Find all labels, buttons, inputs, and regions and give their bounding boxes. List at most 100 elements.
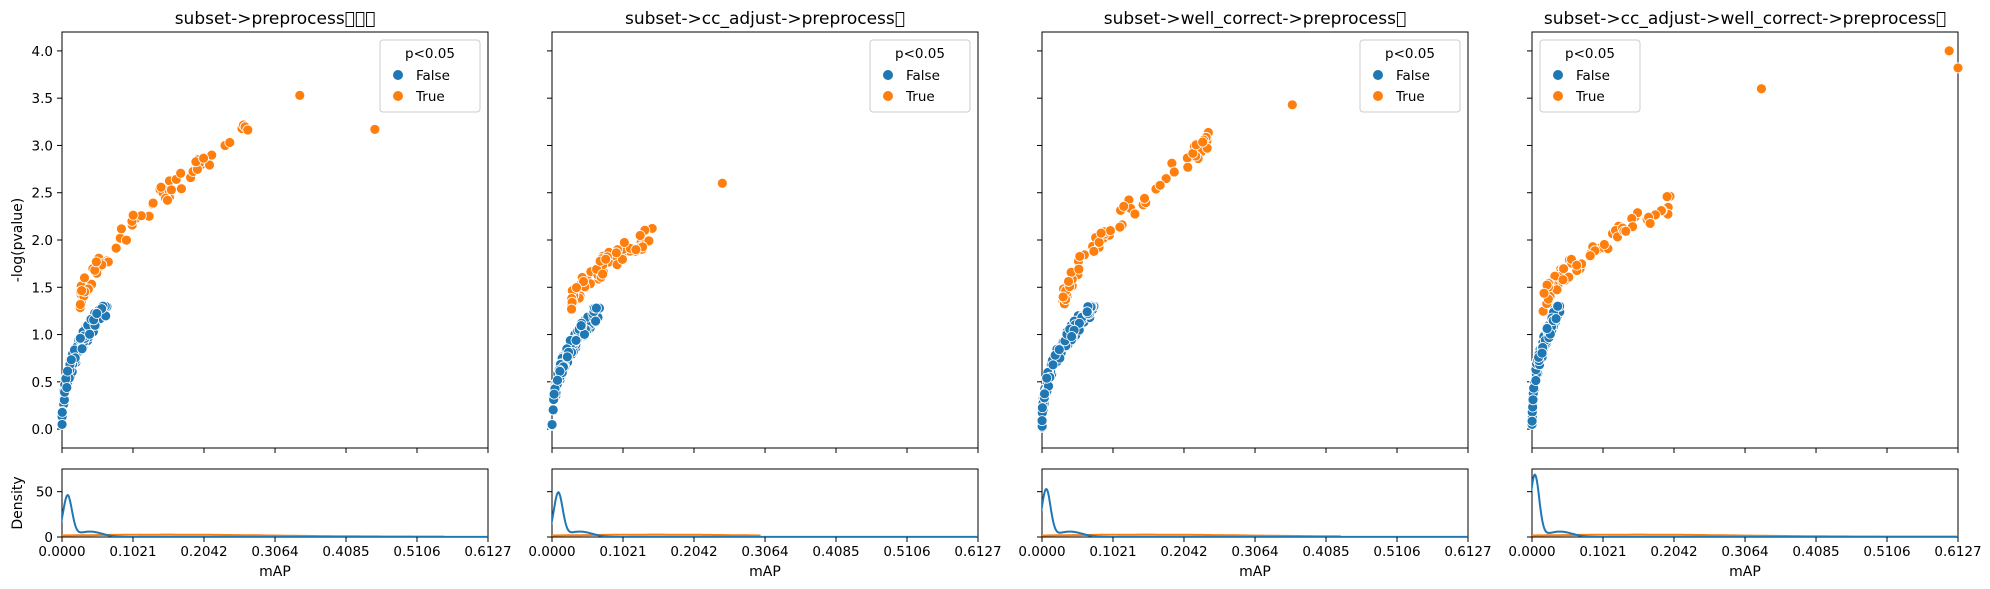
density-x-tick-label: 0.3064	[1721, 544, 1768, 560]
false-point	[1536, 347, 1548, 359]
legend-label: True	[905, 89, 935, 105]
true-point	[147, 197, 159, 209]
false-point	[547, 404, 559, 416]
legend-label: False	[1576, 68, 1610, 84]
density-axes-frame	[1041, 468, 1469, 538]
density-x-tick-label: 0.6127	[464, 544, 511, 560]
density-x-tick-label: 0.0000	[38, 544, 85, 560]
density-axes-frame	[61, 468, 489, 538]
true-point	[1093, 236, 1105, 248]
false-point	[561, 351, 573, 363]
legend: p<0.05 False True	[379, 39, 481, 113]
scatter-points	[56, 89, 381, 430]
density-x-tick-label: 0.2042	[1650, 544, 1697, 560]
true-point	[1182, 161, 1194, 173]
false-point	[546, 419, 558, 430]
true-point	[1095, 227, 1107, 239]
y-tick-label: 3.0	[32, 138, 53, 154]
x-axis-label: mAP	[1729, 564, 1761, 580]
true-point	[1557, 274, 1569, 286]
density-x-tick-label: 0.4085	[1302, 544, 1349, 560]
true-point	[1952, 62, 1964, 74]
x-axis-label: mAP	[259, 564, 291, 580]
y-tick-label: 2.5	[32, 186, 53, 202]
density-y-tick-label: 50	[36, 485, 53, 501]
legend-label: True	[415, 89, 445, 105]
false-point	[1530, 375, 1542, 386]
density-x-tick-label: 0.4085	[812, 544, 859, 560]
true-point	[618, 237, 630, 248]
scatter-points	[1036, 99, 1298, 433]
density-curves	[1042, 487, 1468, 537]
density-x-tick-label: 0.3064	[251, 544, 298, 560]
false-point	[548, 388, 560, 400]
true-point	[634, 230, 646, 241]
true-point	[1756, 83, 1767, 95]
true-point	[110, 242, 122, 254]
density-false-curve	[62, 493, 142, 537]
true-point	[1620, 225, 1632, 237]
legend: p<0.05 False True	[1539, 39, 1641, 113]
density-false-curve	[552, 491, 632, 537]
legend-title: p<0.05	[1385, 46, 1435, 62]
true-point	[116, 223, 127, 235]
legend-marker	[883, 70, 893, 80]
panel-4: subset->cc_adjust->well_correct->preproc…	[1508, 9, 1981, 580]
true-point	[617, 254, 628, 265]
legend: p<0.05 False True	[869, 39, 971, 113]
false-point	[1047, 359, 1059, 371]
false-point	[575, 320, 587, 332]
density-y-tick-label: 0	[44, 530, 53, 546]
true-point	[121, 234, 132, 246]
true-point	[162, 194, 173, 206]
density-curves	[1532, 473, 1958, 537]
legend-title: p<0.05	[1565, 46, 1615, 62]
true-point	[176, 183, 187, 195]
true-point	[1160, 173, 1172, 184]
true-point	[204, 159, 215, 171]
true-point	[1598, 239, 1610, 250]
panel-1: subset->preprocess    0.0 0.5 1.0 1.5 2.0 2.5 3…	[10, 9, 512, 580]
density-curves	[62, 493, 488, 537]
true-point	[1943, 45, 1955, 57]
true-point	[76, 285, 88, 296]
panel-title: subset->well_correct->preprocess 	[1104, 9, 1406, 29]
legend-marker	[393, 70, 403, 80]
legend-marker	[393, 91, 403, 101]
density-x-tick-label: 0.5106	[393, 544, 440, 560]
false-point	[1053, 344, 1065, 356]
density-x-tick-label: 0.1021	[1579, 544, 1626, 560]
legend-title: p<0.05	[895, 46, 945, 62]
true-point	[1139, 193, 1150, 204]
panel-title: subset->cc_adjust->preprocess 	[625, 9, 905, 29]
legend-label: False	[906, 68, 940, 84]
false-point	[1541, 323, 1553, 334]
false-point	[1066, 331, 1078, 342]
scatter-points	[1526, 45, 1964, 430]
true-point	[1197, 136, 1209, 148]
panel-title: subset->preprocess   	[175, 9, 376, 29]
y-tick-label: 0.5	[32, 375, 53, 391]
x-axis-label: mAP	[749, 564, 781, 580]
true-point	[74, 299, 86, 310]
true-point	[369, 123, 381, 135]
density-x-tick-label: 0.4085	[1792, 544, 1839, 560]
density-x-tick-label: 0.1021	[599, 544, 646, 560]
density-x-tick-label: 0.3064	[741, 544, 788, 560]
legend-box	[1359, 39, 1461, 113]
legend-label: True	[1395, 89, 1425, 105]
false-point	[1041, 372, 1053, 384]
y-tick-label: 1.0	[32, 328, 53, 344]
density-x-tick-label: 0.5106	[883, 544, 930, 560]
false-point	[552, 374, 563, 386]
panel-3: subset->well_correct->preprocess  0.0000 0…	[1018, 9, 1491, 580]
density-false-curve	[1042, 487, 1122, 537]
density-x-tick-label: 0.2042	[670, 544, 717, 560]
panel-title: subset->cc_adjust->well_correct->preproc…	[1544, 9, 1946, 29]
false-point	[56, 419, 68, 430]
density-axes-frame	[1531, 468, 1959, 538]
false-point	[74, 332, 86, 344]
false-point	[1527, 394, 1539, 406]
true-point	[716, 177, 728, 189]
density-true-curve	[552, 533, 761, 537]
